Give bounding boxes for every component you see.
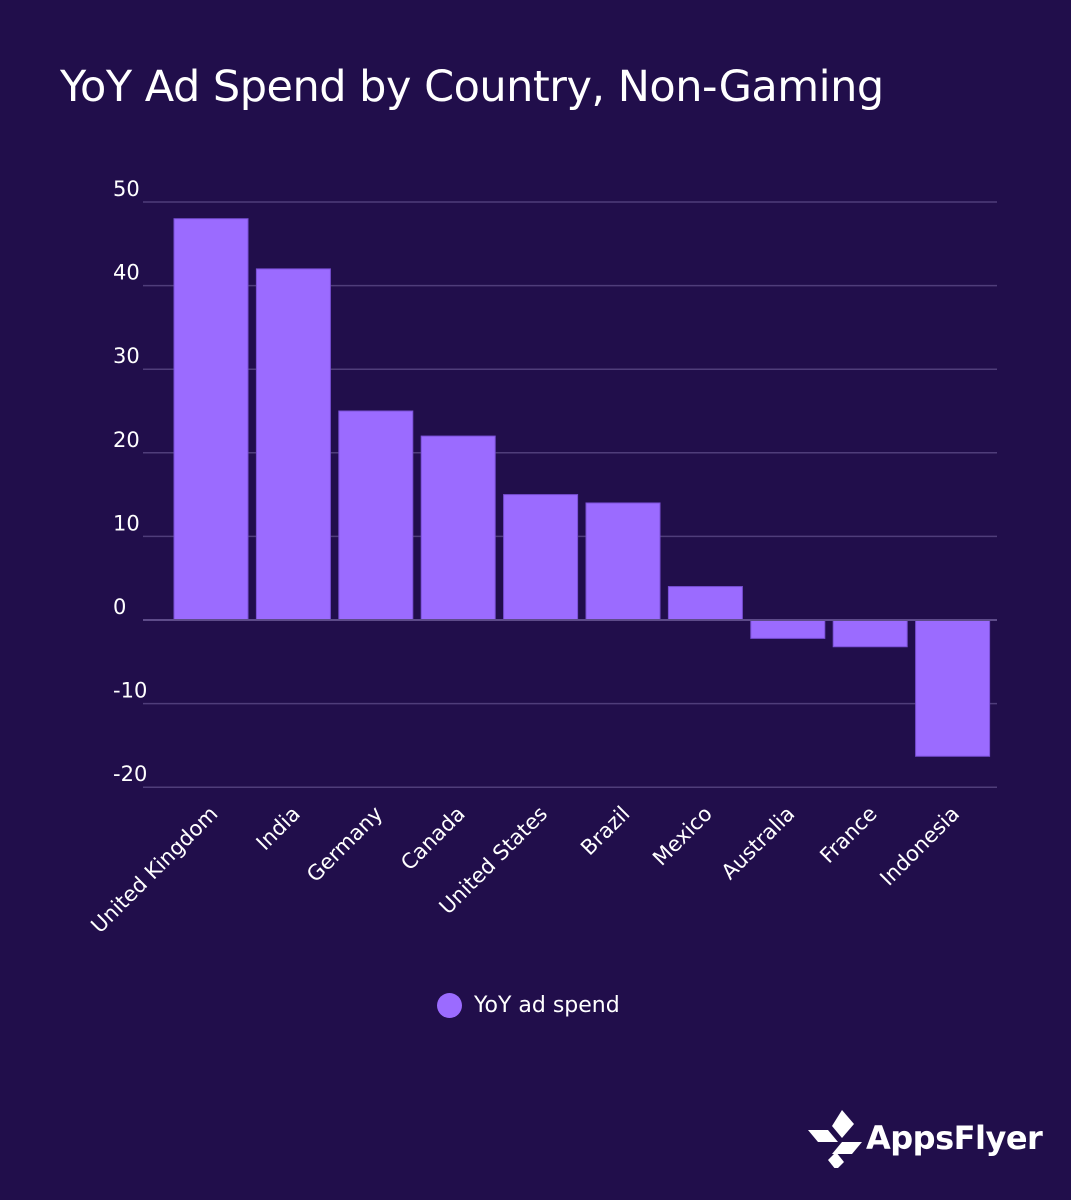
y-tick-label: -10 [113, 679, 147, 703]
bar-mexico [667, 586, 743, 621]
y-tick-label: 0 [113, 595, 126, 619]
logo-text: AppsFlyer [866, 1119, 1043, 1157]
x-tick-label: France [815, 802, 881, 868]
appsflyer-logo: AppsFlyer [808, 1108, 1043, 1168]
appsflyer-logo-icon [808, 1110, 862, 1168]
chart-title: YoY Ad Spend by Country, Non-Gaming [60, 62, 884, 112]
bar-chart: 50 40 30 20 10 0 -10 -20 United Kingdom IndiaGerm… [86, 177, 997, 938]
legend-label: YoY ad spend [474, 993, 620, 1018]
bar-germany [338, 410, 414, 621]
legend-swatch [437, 993, 462, 1018]
y-tick-label: 50 [113, 177, 140, 201]
x-tick-label: Indonesia [875, 802, 964, 891]
bar-brazil [585, 502, 661, 621]
bar-united-states [503, 494, 579, 621]
x-tick-label: India [252, 802, 305, 855]
x-tick-label: Brazil [576, 802, 634, 860]
bar-france [832, 619, 908, 648]
x-tick-label: Australia [717, 802, 800, 885]
bar-united-kingdom [173, 218, 249, 621]
y-tick-label: -20 [113, 762, 147, 786]
x-tick-label: Canada [396, 802, 469, 875]
bar-india [255, 268, 331, 621]
bar-canada [420, 435, 496, 621]
y-tick-label: 30 [113, 344, 140, 368]
bar-australia [750, 619, 826, 639]
legend: YoY ad spend [437, 993, 620, 1018]
y-tick-label: 10 [113, 511, 140, 535]
y-tick-label: 20 [113, 428, 140, 452]
bar-indonesia [915, 619, 991, 757]
x-tick-label: Germany [302, 802, 387, 887]
x-tick-label: Mexico [648, 802, 717, 871]
x-tick-label: United Kingdom [86, 802, 222, 938]
y-tick-label: 40 [113, 261, 140, 285]
